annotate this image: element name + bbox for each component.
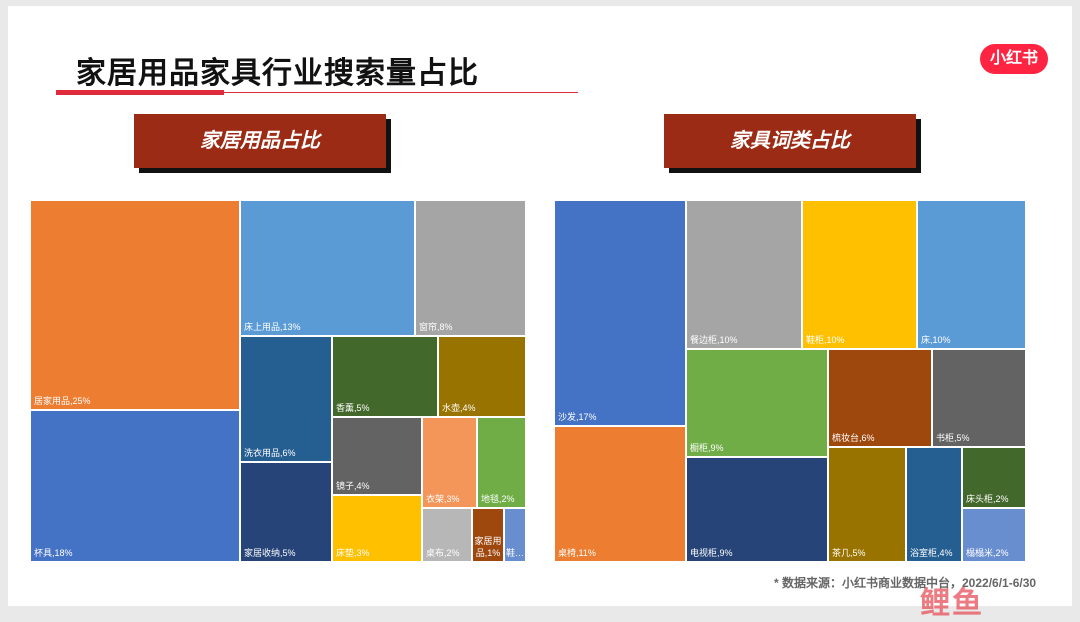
treemap-cell-label: 家居收纳,5% [244, 548, 296, 558]
home-goods-treemap: 居家用品,25% 杯具,18% 床上用品,13% 窗帘,8% 洗衣用品,6% 家居收纳,5… [30, 200, 526, 562]
treemap-cell: 桌布,2% [422, 508, 472, 562]
treemap-cell: 榻榻米,2% [962, 508, 1026, 562]
treemap-cell: 洗衣用品,6% [240, 336, 332, 462]
treemap-cell: 床,10% [917, 200, 1026, 349]
treemap-cell-label: 书柜,5% [936, 433, 970, 443]
treemap-cell: 居家用品,25% [30, 200, 240, 410]
treemap-cell-label: 洗衣用品,6% [244, 448, 296, 458]
treemap-cell-label: 床上用品,13% [244, 322, 301, 332]
treemap-cell: 鞋… [504, 508, 526, 562]
title-underline [56, 92, 578, 93]
xiaohongshu-logo: 小红书 [980, 44, 1048, 74]
treemap-cell-label: 地毯,2% [481, 494, 515, 504]
treemap-cell-label: 电视柜,9% [690, 548, 733, 558]
page-title: 家居用品家具行业搜索量占比 [76, 57, 479, 90]
treemap-cell: 家居收纳,5% [240, 462, 332, 562]
treemap-cell-label: 茶几,5% [832, 548, 866, 558]
treemap-cell-label: 桌布,2% [426, 548, 460, 558]
treemap-cell: 镜子,4% [332, 417, 422, 495]
treemap-cell-label: 榻榻米,2% [966, 548, 1009, 558]
treemap-cell-label: 居家用品,25% [34, 396, 91, 406]
treemap-cell: 床垫,3% [332, 495, 422, 562]
treemap-cell: 浴室柜,4% [906, 447, 962, 562]
treemap-cell: 杯具,18% [30, 410, 240, 562]
treemap-cell-label: 餐边柜,10% [690, 335, 738, 345]
treemap-cell-label: 鞋… [506, 548, 525, 558]
treemap-cell-label: 杯具,18% [34, 548, 73, 558]
treemap-cell: 沙发,17% [554, 200, 686, 426]
slide: 家居用品家具行业搜索量占比 小红书 家居用品占比 家具词类占比 居家用品,25%… [8, 6, 1072, 620]
treemap-cell-label: 梳妆台,6% [832, 433, 875, 443]
right-chart-title: 家具词类占比 [664, 114, 916, 168]
treemap-cell: 电视柜,9% [686, 457, 828, 562]
treemap-cell: 床上用品,13% [240, 200, 415, 336]
treemap-cell: 水壶,4% [438, 336, 526, 417]
title-underline-accent [56, 90, 224, 95]
left-chart-title: 家居用品占比 [134, 114, 386, 168]
treemap-cell-label: 香薰,5% [336, 403, 370, 413]
treemap-cell-label: 水壶,4% [442, 403, 476, 413]
watermark: 鲤鱼 [920, 587, 984, 620]
treemap-cell: 桌椅,11% [554, 426, 686, 562]
treemap-cell-label: 床头柜,2% [966, 494, 1009, 504]
treemap-cell: 书柜,5% [932, 349, 1026, 447]
data-source-note: * 数据来源：小红书商业数据中台，2022/6/1-6/30 [774, 576, 1037, 590]
treemap-cell-label: 鞋柜,10% [806, 335, 845, 345]
treemap-cell-label: 床,10% [921, 335, 951, 345]
treemap-cell-label: 家居用品,1% [474, 536, 502, 558]
treemap-cell: 床头柜,2% [962, 447, 1026, 508]
treemap-cell: 香薰,5% [332, 336, 438, 417]
treemap-cell: 梳妆台,6% [828, 349, 932, 447]
treemap-cell-label: 橱柜,9% [690, 443, 724, 453]
treemap-cell: 鞋柜,10% [802, 200, 917, 349]
treemap-cell-label: 窗帘,8% [419, 322, 453, 332]
treemap-cell-label: 桌椅,11% [558, 548, 596, 558]
treemap-cell: 衣架,3% [422, 417, 477, 508]
treemap-cell-label: 浴室柜,4% [910, 548, 953, 558]
treemap-cell-label: 镜子,4% [336, 481, 370, 491]
treemap-cell-label: 沙发,17% [558, 412, 597, 422]
treemap-cell: 家居用品,1% [472, 508, 504, 562]
treemap-cell-label: 床垫,3% [336, 548, 370, 558]
treemap-cell: 橱柜,9% [686, 349, 828, 457]
treemap-cell-label: 衣架,3% [426, 494, 460, 504]
treemap-cell: 餐边柜,10% [686, 200, 802, 349]
treemap-cell: 地毯,2% [477, 417, 526, 508]
treemap-cell: 茶几,5% [828, 447, 906, 562]
furniture-treemap: 沙发,17% 桌椅,11% 餐边柜,10% 鞋柜,10% 床,10% 橱柜,9% 电视柜,9… [554, 200, 1026, 562]
treemap-cell: 窗帘,8% [415, 200, 526, 336]
